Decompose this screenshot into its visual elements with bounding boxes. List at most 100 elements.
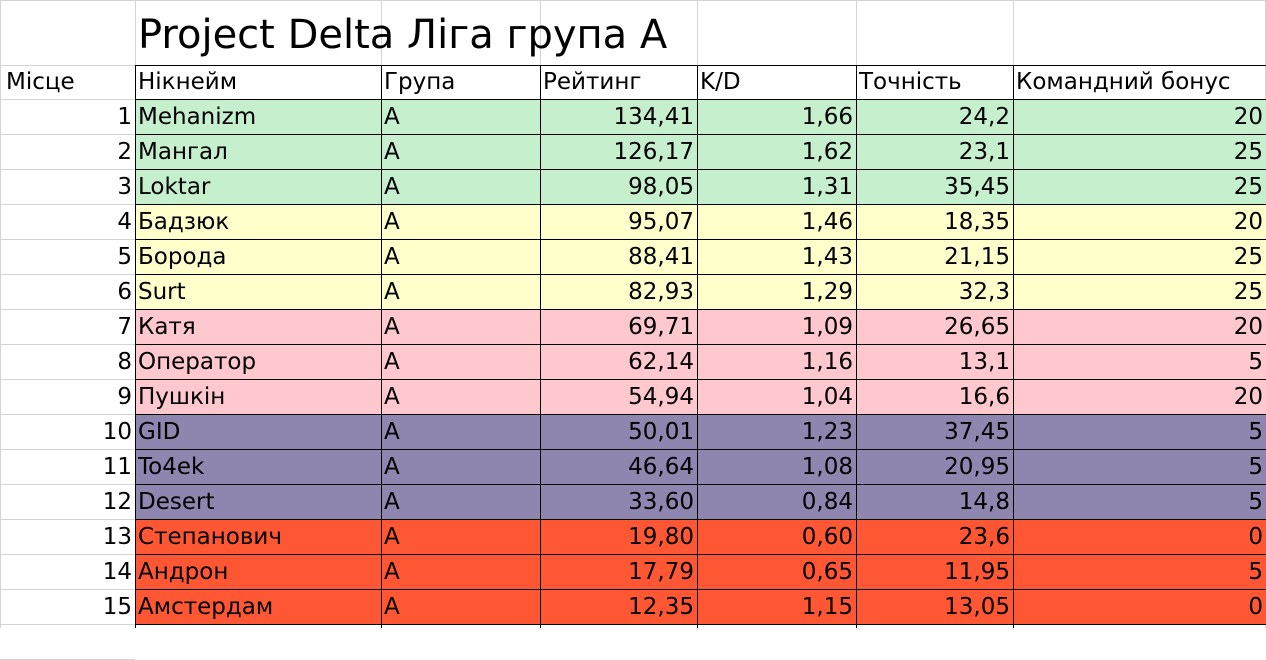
cell-place[interactable]: 4 (117, 209, 132, 235)
cell-group[interactable]: A (381, 310, 540, 345)
cell-place[interactable]: 15 (102, 594, 132, 620)
sheet-title[interactable]: Project Delta Ліга група А (138, 12, 668, 58)
cell-kd[interactable]: 1,43 (697, 240, 856, 275)
cell-accuracy[interactable]: 32,3 (856, 275, 1013, 310)
cell-group[interactable]: A (381, 380, 540, 415)
cell-group[interactable]: A (381, 450, 540, 485)
cell-group[interactable]: A (381, 590, 540, 625)
cell-team-bonus[interactable]: 5 (1013, 415, 1266, 450)
cell-accuracy[interactable]: 26,65 (856, 310, 1013, 345)
cell-kd[interactable]: 1,46 (697, 205, 856, 240)
cell-team-bonus[interactable]: 5 (1013, 485, 1266, 520)
cell-rating[interactable]: 98,05 (540, 170, 697, 205)
cell-nickname[interactable]: Борода (135, 240, 381, 275)
cell-team-bonus[interactable]: 25 (1013, 135, 1266, 170)
cell-kd[interactable]: 1,31 (697, 170, 856, 205)
cell-place[interactable]: 8 (117, 349, 132, 375)
cell-accuracy[interactable]: 13,1 (856, 345, 1013, 380)
cell-rating[interactable]: 88,41 (540, 240, 697, 275)
cell-accuracy[interactable]: 24,2 (856, 100, 1013, 135)
header-accuracy[interactable]: Точність (859, 69, 962, 95)
cell-place[interactable]: 9 (117, 384, 132, 410)
cell-nickname[interactable]: Андрон (135, 555, 381, 590)
cell-kd[interactable]: 1,08 (697, 450, 856, 485)
cell-place[interactable]: 11 (102, 454, 132, 480)
cell-rating[interactable]: 126,17 (540, 135, 697, 170)
cell-place[interactable]: 6 (117, 279, 132, 305)
cell-rating[interactable]: 17,79 (540, 555, 697, 590)
cell-rating[interactable]: 46,64 (540, 450, 697, 485)
header-team-bonus[interactable]: Командний бонус (1016, 69, 1231, 95)
cell-group[interactable]: A (381, 415, 540, 450)
cell-team-bonus[interactable]: 20 (1013, 310, 1266, 345)
cell-team-bonus[interactable]: 20 (1013, 205, 1266, 240)
cell-kd[interactable]: 1,23 (697, 415, 856, 450)
cell-team-bonus[interactable]: 20 (1013, 380, 1266, 415)
cell-accuracy[interactable]: 21,15 (856, 240, 1013, 275)
cell-nickname[interactable]: Пушкін (135, 380, 381, 415)
cell-place[interactable]: 1 (117, 104, 132, 130)
cell-team-bonus[interactable]: 5 (1013, 555, 1266, 590)
header-place[interactable]: Місце (6, 69, 75, 95)
cell-kd[interactable]: 0,84 (697, 485, 856, 520)
cell-nickname[interactable]: Surt (135, 275, 381, 310)
cell-place[interactable]: 13 (102, 524, 132, 550)
header-nickname[interactable]: Нікнейм (138, 69, 238, 95)
cell-nickname[interactable]: Степанович (135, 520, 381, 555)
cell-nickname[interactable]: GID (135, 415, 381, 450)
cell-group[interactable]: A (381, 170, 540, 205)
cell-kd[interactable]: 0,65 (697, 555, 856, 590)
cell-group[interactable]: A (381, 135, 540, 170)
cell-kd[interactable]: 1,09 (697, 310, 856, 345)
cell-rating[interactable]: 33,60 (540, 485, 697, 520)
cell-team-bonus[interactable]: 0 (1013, 590, 1266, 625)
cell-kd[interactable]: 1,16 (697, 345, 856, 380)
cell-rating[interactable]: 62,14 (540, 345, 697, 380)
cell-group[interactable]: A (381, 240, 540, 275)
cell-team-bonus[interactable]: 25 (1013, 170, 1266, 205)
cell-kd[interactable]: 1,66 (697, 100, 856, 135)
cell-rating[interactable]: 134,41 (540, 100, 697, 135)
cell-accuracy[interactable]: 20,95 (856, 450, 1013, 485)
cell-group[interactable]: A (381, 485, 540, 520)
cell-accuracy[interactable]: 11,95 (856, 555, 1013, 590)
cell-rating[interactable]: 12,35 (540, 590, 697, 625)
cell-rating[interactable]: 95,07 (540, 205, 697, 240)
cell-group[interactable]: A (381, 100, 540, 135)
cell-nickname[interactable]: Loktar (135, 170, 381, 205)
cell-group[interactable]: A (381, 275, 540, 310)
cell-rating[interactable]: 19,80 (540, 520, 697, 555)
cell-nickname[interactable]: Desert (135, 485, 381, 520)
cell-accuracy[interactable]: 14,8 (856, 485, 1013, 520)
header-rating[interactable]: Рейтинг (543, 69, 642, 95)
cell-nickname[interactable]: Амстердам (135, 590, 381, 625)
cell-accuracy[interactable]: 13,05 (856, 590, 1013, 625)
cell-nickname[interactable]: To4ek (135, 450, 381, 485)
cell-place[interactable]: 3 (117, 174, 132, 200)
cell-kd[interactable]: 0,60 (697, 520, 856, 555)
cell-accuracy[interactable]: 23,6 (856, 520, 1013, 555)
cell-team-bonus[interactable]: 25 (1013, 240, 1266, 275)
cell-place[interactable]: 12 (102, 489, 132, 515)
cell-nickname[interactable]: Оператор (135, 345, 381, 380)
cell-place[interactable]: 7 (117, 314, 132, 340)
cell-kd[interactable]: 1,04 (697, 380, 856, 415)
cell-kd[interactable]: 1,15 (697, 590, 856, 625)
cell-group[interactable]: A (381, 520, 540, 555)
cell-place[interactable]: 5 (117, 244, 132, 270)
cell-accuracy[interactable]: 16,6 (856, 380, 1013, 415)
cell-rating[interactable]: 82,93 (540, 275, 697, 310)
cell-place[interactable]: 2 (117, 139, 132, 165)
cell-accuracy[interactable]: 37,45 (856, 415, 1013, 450)
cell-accuracy[interactable]: 35,45 (856, 170, 1013, 205)
header-group[interactable]: Група (384, 69, 456, 95)
cell-accuracy[interactable]: 23,1 (856, 135, 1013, 170)
cell-place[interactable]: 10 (102, 419, 132, 445)
cell-rating[interactable]: 50,01 (540, 415, 697, 450)
cell-place[interactable]: 14 (102, 559, 132, 585)
cell-nickname[interactable]: Катя (135, 310, 381, 345)
cell-rating[interactable]: 54,94 (540, 380, 697, 415)
cell-group[interactable]: A (381, 345, 540, 380)
cell-team-bonus[interactable]: 0 (1013, 520, 1266, 555)
cell-team-bonus[interactable]: 25 (1013, 275, 1266, 310)
